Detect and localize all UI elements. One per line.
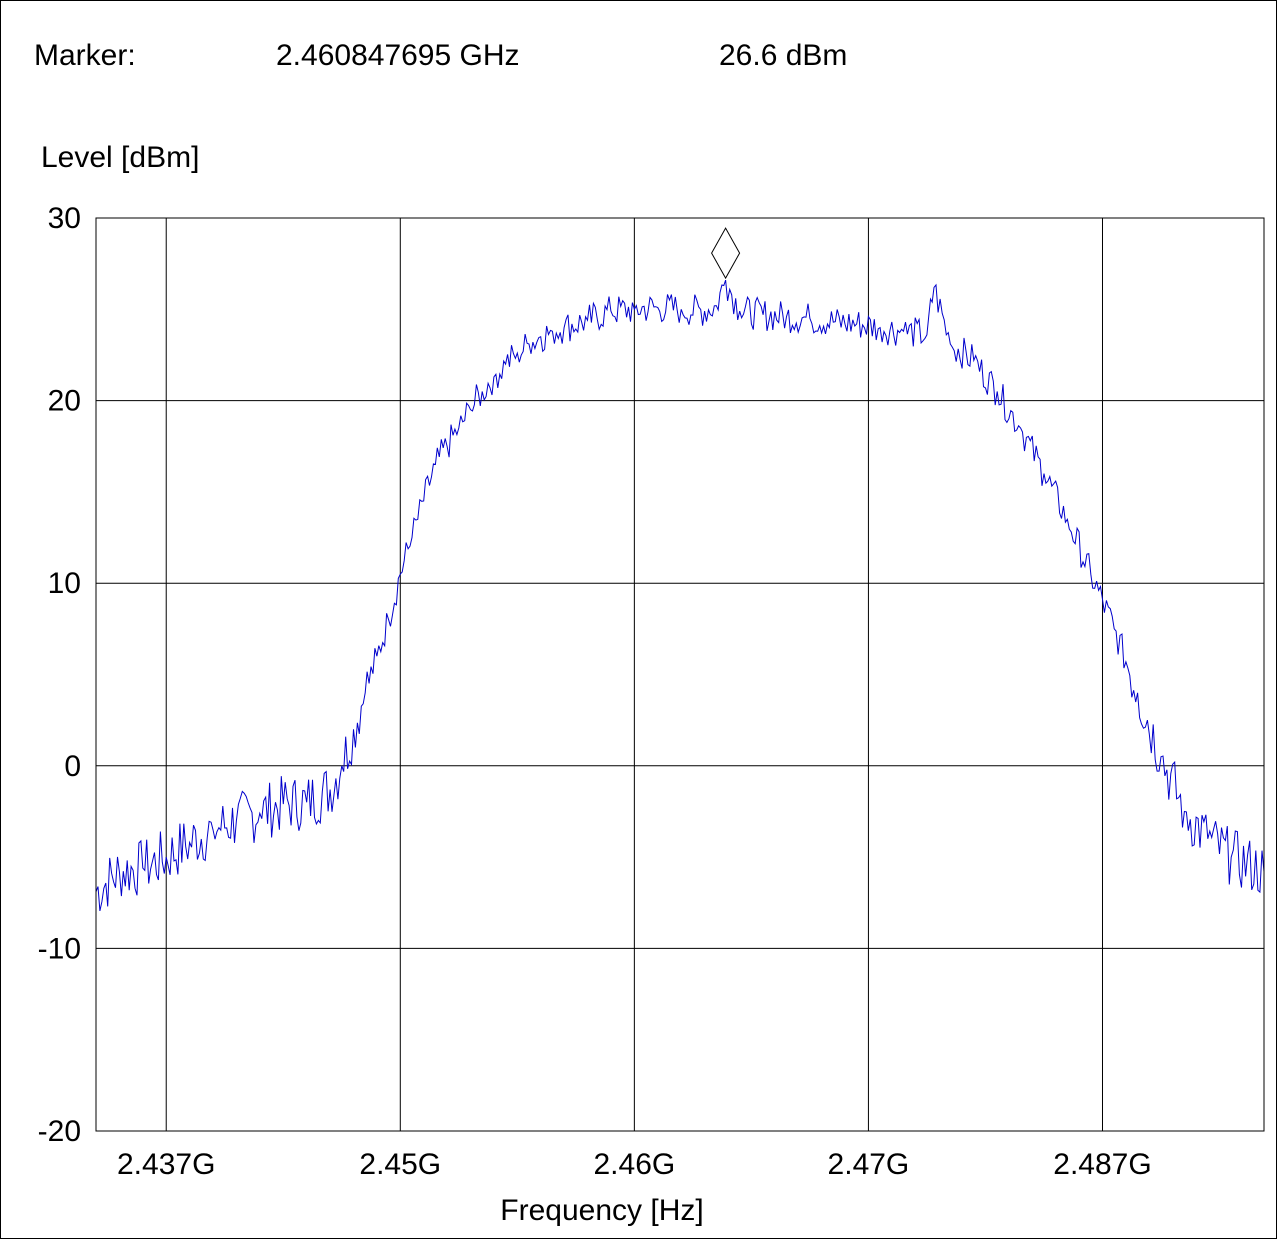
y-tick-label: 30: [48, 202, 81, 235]
marker-area: [711, 227, 741, 280]
x-tick-label: 2.437G: [117, 1148, 215, 1181]
x-tick-label: 2.487G: [1053, 1148, 1151, 1181]
x-tick-label: 2.45G: [359, 1148, 441, 1181]
trace-area: [95, 279, 1265, 912]
marker-label: Marker:: [34, 39, 136, 72]
y-axis-title: Level [dBm]: [41, 141, 199, 174]
x-tick-label: 2.47G: [828, 1148, 910, 1181]
plot-border: [95, 217, 1265, 1132]
y-tick-label: 20: [48, 385, 81, 418]
x-tick-label: 2.46G: [593, 1148, 675, 1181]
grid: [96, 217, 1264, 1132]
y-tick-label: -20: [38, 1115, 81, 1148]
marker-level: 26.6 dBm: [719, 39, 847, 72]
y-tick-label: 0: [64, 750, 81, 783]
marker-frequency: 2.460847695 GHz: [276, 39, 520, 72]
trace-line: [95, 279, 1265, 912]
y-tick-label: -10: [38, 932, 81, 965]
marker-diamond-icon: [711, 227, 741, 280]
tick-labels: 30 20 10 0 -10 -20 2.437G 2.45G 2.46G 2.47G 2.487G: [38, 202, 1152, 1181]
y-tick-label: 10: [48, 567, 81, 600]
x-axis-title: Frequency [Hz]: [500, 1194, 703, 1227]
